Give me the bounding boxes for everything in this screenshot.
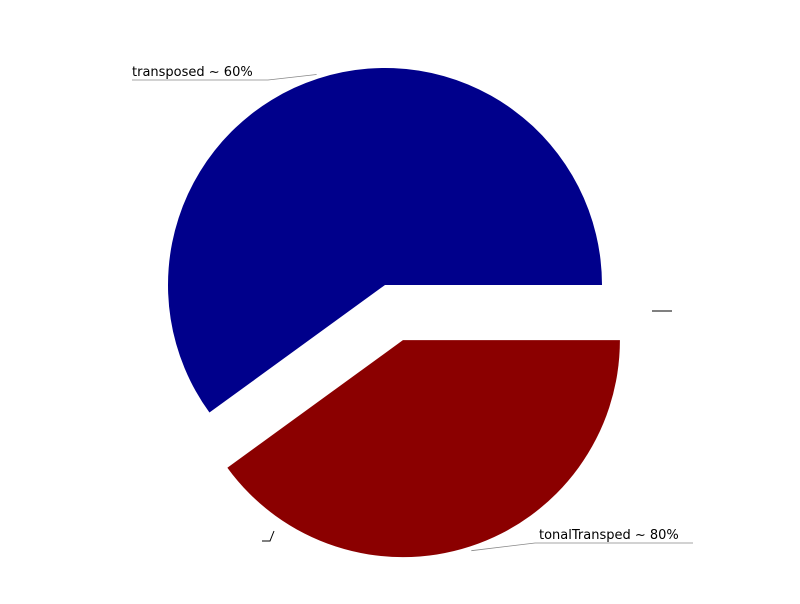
zero-slice-leader-mark: [262, 530, 275, 542]
pie-leader-line: [132, 74, 317, 81]
pie-slice-label: tonalTransped ~ 80%: [539, 528, 679, 543]
pie-slice-label: transposed ~ 60%: [132, 65, 253, 80]
pie-leader-line: [471, 542, 693, 552]
pie-leader-lines: [132, 74, 693, 552]
pie-slice: [167, 67, 602, 413]
pie-labels: transposed ~ 60% tonalTransped ~ 80%: [132, 65, 679, 543]
pie-slices: [167, 67, 620, 558]
pie-slice: [227, 340, 620, 558]
